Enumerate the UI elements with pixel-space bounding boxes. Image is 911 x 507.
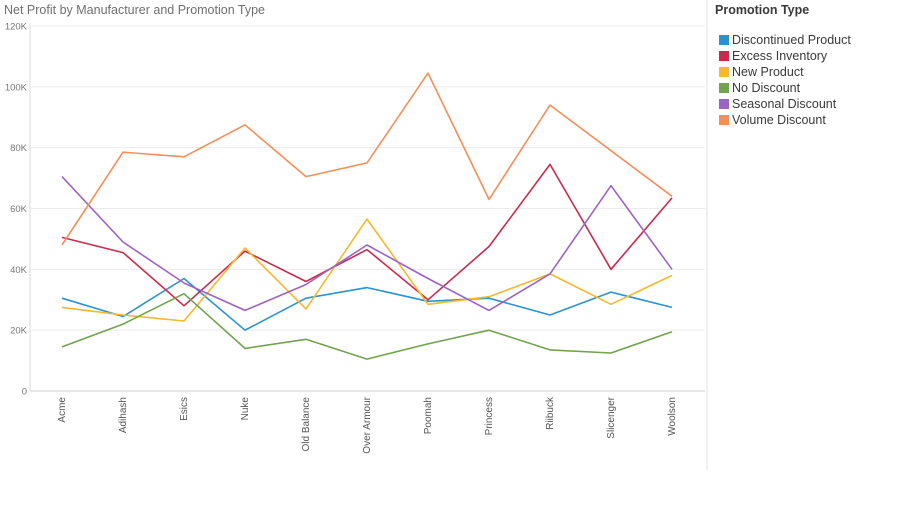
y-tick-label: 20K [10,326,28,337]
series-line [61,72,673,246]
legend-swatch [719,115,729,125]
legend-item[interactable]: No Discount [715,80,875,96]
legend-swatch [719,51,729,61]
chart-title: Net Profit by Manufacturer and Promotion… [4,3,266,17]
y-tick-label: 80K [10,143,28,154]
legend-item[interactable]: Excess Inventory [715,48,875,64]
x-tick-label: Princess [484,397,495,435]
x-tick-label: Over Armour [362,396,373,453]
legend-swatch [719,83,729,93]
legend-swatch [719,35,729,45]
x-tick-label: Esics [179,397,190,421]
x-tick-label: Riibuck [545,396,556,430]
legend: Promotion Type Discontinued Product Exces… [715,3,875,128]
legend-item[interactable]: Volume Discount [715,112,875,128]
x-tick-label: Adihash [118,397,129,433]
y-axis-ticks: 0 20K 40K 60K 80K 100K 120K [5,22,28,398]
series-line [61,163,673,307]
y-tick-label: 120K [5,22,28,33]
legend-item[interactable]: Discontinued Product [715,32,875,48]
y-tick-label: 0 [22,387,27,398]
x-tick-label: Woolson [667,397,678,436]
legend-label: Volume Discount [732,113,826,127]
series-lines [61,72,673,360]
legend-item[interactable]: New Product [715,64,875,80]
legend-items: Discontinued Product Excess Inventory New … [715,32,875,128]
y-tick-label: 60K [10,204,28,215]
gridlines [30,25,705,392]
x-axis-ticks: Acme Adihash Esics Nuke Old Balance Over Armo… [57,396,678,454]
legend-label: No Discount [732,81,801,95]
series-line [61,218,673,322]
legend-item[interactable]: Seasonal Discount [715,96,875,112]
legend-label: Seasonal Discount [732,97,837,111]
legend-label: Excess Inventory [732,49,828,63]
y-tick-label: 100K [5,82,28,93]
x-tick-label: Old Balance [301,397,312,452]
y-tick-label: 40K [10,265,28,276]
x-tick-label: Slicenger [606,396,617,438]
x-tick-label: Nuke [240,397,251,421]
legend-label: New Product [732,65,804,79]
legend-swatch [719,99,729,109]
series-line [61,176,673,312]
legend-swatch [719,67,729,77]
series-line [61,277,673,332]
legend-label: Discontinued Product [732,33,851,47]
x-tick-label: Poomah [423,397,434,434]
series-line [61,292,673,360]
legend-title: Promotion Type [715,3,810,17]
x-tick-label: Acme [57,397,68,423]
